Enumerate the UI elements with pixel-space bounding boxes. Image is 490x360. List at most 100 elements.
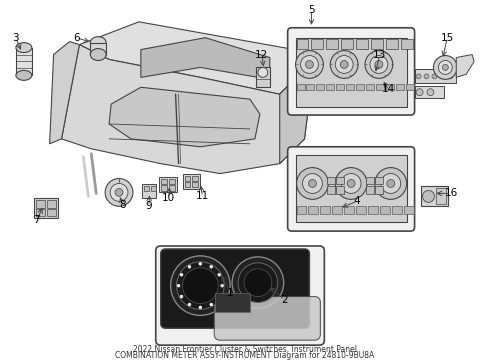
Bar: [356, 84, 364, 90]
Circle shape: [347, 180, 355, 188]
Bar: [161, 179, 167, 184]
Circle shape: [439, 60, 452, 75]
Bar: [386, 84, 394, 90]
Bar: [309, 206, 318, 214]
Text: 8: 8: [120, 200, 126, 210]
Bar: [366, 186, 374, 194]
Bar: [34, 198, 57, 218]
FancyBboxPatch shape: [156, 246, 324, 345]
Bar: [415, 86, 444, 98]
Bar: [341, 39, 353, 49]
Circle shape: [438, 73, 443, 79]
Bar: [336, 186, 344, 194]
Bar: [159, 176, 176, 192]
Circle shape: [442, 64, 448, 71]
Text: 5: 5: [308, 5, 315, 15]
Polygon shape: [62, 45, 310, 174]
Bar: [386, 39, 398, 49]
Bar: [406, 84, 414, 90]
Circle shape: [238, 263, 278, 302]
Bar: [256, 67, 270, 87]
Circle shape: [335, 168, 367, 199]
Bar: [193, 176, 198, 180]
Circle shape: [365, 51, 393, 78]
Circle shape: [341, 174, 361, 193]
Text: 16: 16: [444, 188, 458, 198]
Circle shape: [244, 269, 272, 297]
Polygon shape: [79, 22, 299, 94]
Circle shape: [199, 306, 202, 309]
Bar: [415, 69, 454, 83]
Circle shape: [432, 74, 437, 79]
Text: 3: 3: [13, 33, 19, 43]
Ellipse shape: [16, 71, 32, 80]
Bar: [185, 183, 191, 188]
Bar: [193, 183, 198, 188]
Polygon shape: [49, 42, 79, 144]
Bar: [327, 176, 335, 184]
Circle shape: [218, 295, 221, 298]
Circle shape: [370, 55, 388, 73]
Bar: [401, 39, 413, 49]
Text: 10: 10: [162, 193, 175, 203]
Circle shape: [330, 51, 358, 78]
Circle shape: [300, 55, 318, 73]
Circle shape: [110, 184, 128, 201]
Circle shape: [171, 256, 230, 315]
Bar: [161, 185, 167, 192]
Circle shape: [218, 273, 221, 276]
Circle shape: [302, 174, 322, 193]
Bar: [169, 179, 174, 184]
Bar: [375, 176, 383, 184]
Bar: [16, 48, 32, 75]
Bar: [185, 176, 191, 180]
Circle shape: [417, 73, 423, 79]
Bar: [36, 209, 45, 216]
FancyBboxPatch shape: [161, 249, 310, 328]
Bar: [295, 38, 407, 107]
Bar: [336, 176, 344, 184]
Bar: [36, 200, 45, 208]
Text: 15: 15: [441, 33, 454, 43]
Bar: [326, 39, 338, 49]
Circle shape: [434, 55, 457, 79]
Text: 6: 6: [73, 33, 80, 43]
Circle shape: [309, 180, 317, 188]
Circle shape: [448, 74, 453, 79]
Bar: [420, 186, 448, 206]
Circle shape: [105, 179, 133, 206]
Circle shape: [296, 168, 328, 199]
Bar: [296, 39, 309, 49]
Circle shape: [188, 265, 191, 268]
Circle shape: [115, 188, 123, 196]
Circle shape: [180, 295, 183, 298]
Text: 12: 12: [255, 50, 269, 59]
Circle shape: [427, 89, 434, 96]
Bar: [371, 39, 383, 49]
Bar: [396, 84, 404, 90]
Bar: [366, 84, 374, 90]
Bar: [306, 84, 315, 90]
Bar: [47, 200, 55, 208]
Circle shape: [381, 174, 401, 193]
Text: 14: 14: [382, 84, 395, 94]
Circle shape: [177, 284, 180, 287]
Text: 2: 2: [281, 294, 288, 305]
Bar: [182, 174, 200, 189]
Circle shape: [424, 74, 429, 79]
Bar: [404, 206, 414, 214]
Text: 7: 7: [33, 215, 40, 225]
Bar: [437, 188, 446, 204]
Polygon shape: [456, 55, 474, 77]
Circle shape: [422, 190, 435, 202]
FancyBboxPatch shape: [288, 147, 415, 231]
Circle shape: [180, 273, 183, 276]
Bar: [312, 39, 323, 49]
Bar: [317, 84, 324, 90]
Circle shape: [210, 303, 213, 306]
Polygon shape: [109, 87, 260, 147]
Bar: [320, 206, 330, 214]
Bar: [326, 84, 334, 90]
Bar: [336, 84, 344, 90]
Bar: [144, 186, 149, 192]
